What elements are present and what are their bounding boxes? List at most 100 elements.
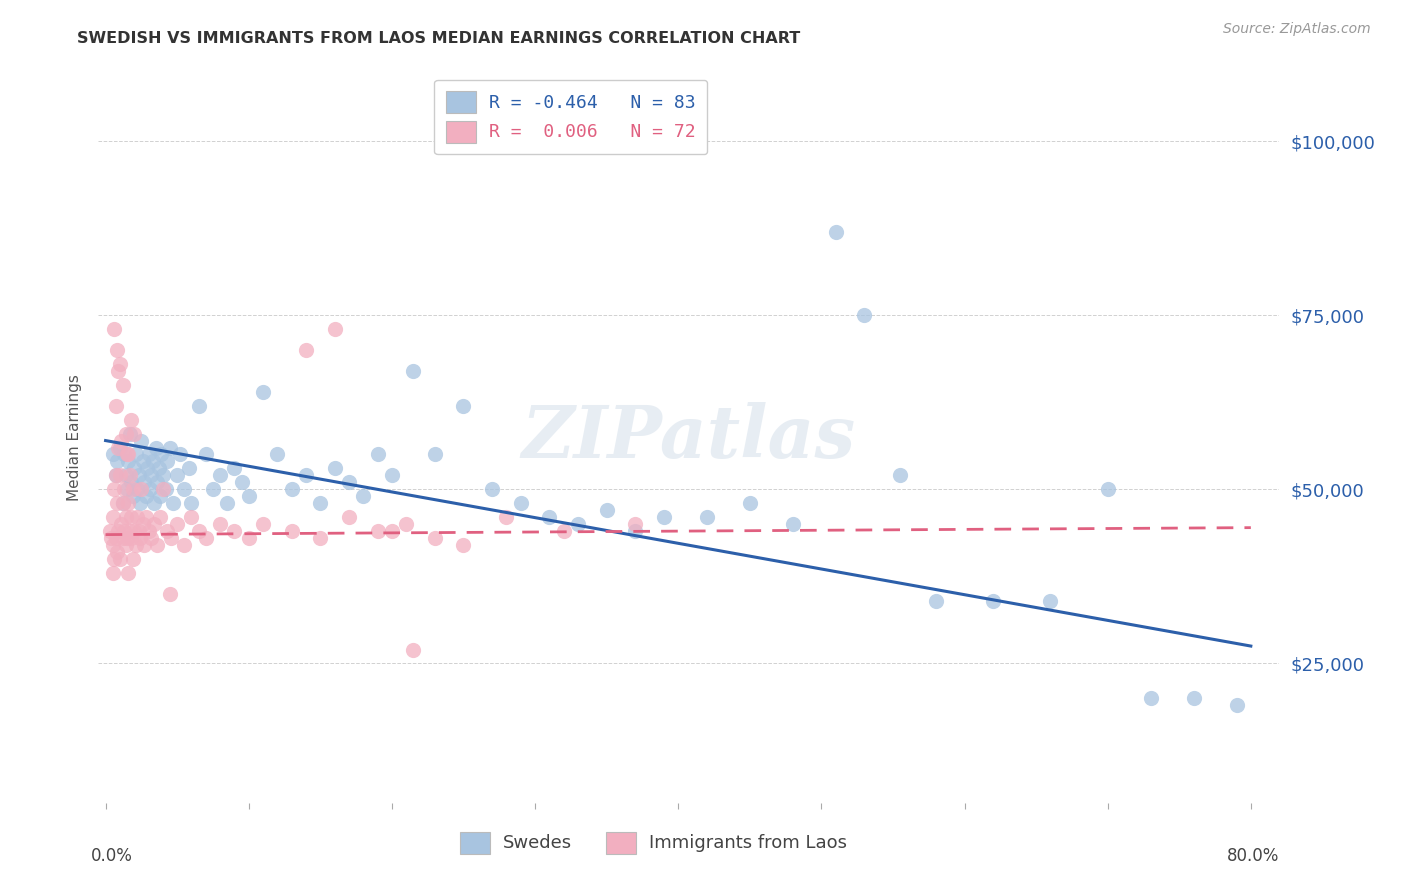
- Point: [107, 441, 129, 455]
- Point: [101, 538, 124, 552]
- Point: [1097, 483, 1119, 497]
- Point: [117, 566, 139, 580]
- Point: [160, 531, 183, 545]
- Point: [209, 517, 232, 532]
- Point: [107, 364, 129, 378]
- Point: [156, 524, 179, 538]
- Point: [138, 524, 160, 538]
- Point: [166, 517, 188, 532]
- Point: [423, 531, 446, 545]
- Point: [111, 496, 134, 510]
- Point: [114, 538, 136, 552]
- Point: [121, 489, 143, 503]
- Point: [112, 524, 135, 538]
- Point: [122, 426, 145, 441]
- Point: [101, 510, 124, 524]
- Point: [105, 496, 128, 510]
- Point: [162, 496, 184, 510]
- Point: [101, 448, 124, 462]
- Point: [105, 343, 128, 357]
- Point: [117, 454, 139, 468]
- Point: [122, 524, 145, 538]
- Point: [280, 483, 302, 497]
- Point: [231, 475, 253, 490]
- Point: [538, 510, 561, 524]
- Point: [194, 448, 217, 462]
- Point: [115, 483, 138, 497]
- Point: [453, 538, 475, 552]
- Point: [402, 642, 425, 657]
- Point: [124, 448, 146, 462]
- Point: [252, 384, 274, 399]
- Point: [101, 566, 124, 580]
- Point: [107, 524, 129, 538]
- Point: [120, 412, 142, 426]
- Point: [148, 461, 170, 475]
- Point: [152, 468, 174, 483]
- Point: [177, 461, 200, 475]
- Point: [624, 524, 647, 538]
- Point: [125, 483, 148, 497]
- Point: [252, 517, 274, 532]
- Point: [146, 475, 169, 490]
- Point: [104, 468, 127, 483]
- Point: [159, 441, 181, 455]
- Point: [402, 364, 425, 378]
- Point: [169, 448, 191, 462]
- Point: [112, 448, 135, 462]
- Point: [129, 531, 152, 545]
- Point: [1225, 698, 1247, 713]
- Point: [112, 483, 135, 497]
- Point: [111, 377, 134, 392]
- Point: [132, 517, 155, 532]
- Point: [110, 517, 132, 532]
- Text: Source: ZipAtlas.com: Source: ZipAtlas.com: [1223, 22, 1371, 37]
- Point: [121, 483, 143, 497]
- Point: [141, 468, 163, 483]
- Point: [509, 496, 531, 510]
- Point: [567, 517, 589, 532]
- Point: [134, 475, 156, 490]
- Point: [155, 483, 177, 497]
- Point: [138, 448, 160, 462]
- Point: [115, 448, 138, 462]
- Point: [367, 448, 389, 462]
- Point: [128, 468, 150, 483]
- Point: [134, 538, 156, 552]
- Point: [624, 517, 647, 532]
- Point: [114, 468, 136, 483]
- Point: [120, 510, 142, 524]
- Point: [103, 552, 125, 566]
- Point: [187, 524, 209, 538]
- Point: [595, 503, 617, 517]
- Point: [117, 496, 139, 510]
- Point: [824, 225, 846, 239]
- Text: 0.0%: 0.0%: [91, 847, 134, 864]
- Point: [125, 510, 148, 524]
- Point: [120, 475, 142, 490]
- Point: [104, 399, 127, 413]
- Point: [224, 524, 246, 538]
- Point: [280, 524, 302, 538]
- Y-axis label: Median Earnings: Median Earnings: [67, 374, 83, 500]
- Point: [337, 510, 360, 524]
- Point: [652, 510, 675, 524]
- Point: [173, 538, 195, 552]
- Point: [266, 448, 288, 462]
- Point: [108, 441, 131, 455]
- Point: [853, 308, 876, 322]
- Point: [135, 489, 157, 503]
- Legend: Swedes, Immigrants from Laos: Swedes, Immigrants from Laos: [453, 826, 853, 860]
- Point: [104, 468, 127, 483]
- Point: [201, 483, 224, 497]
- Point: [103, 483, 125, 497]
- Point: [1139, 691, 1161, 706]
- Point: [352, 489, 374, 503]
- Point: [309, 496, 332, 510]
- Point: [150, 448, 173, 462]
- Text: 80.0%: 80.0%: [1227, 847, 1279, 864]
- Point: [981, 594, 1004, 608]
- Point: [180, 496, 202, 510]
- Point: [117, 448, 139, 462]
- Point: [238, 489, 260, 503]
